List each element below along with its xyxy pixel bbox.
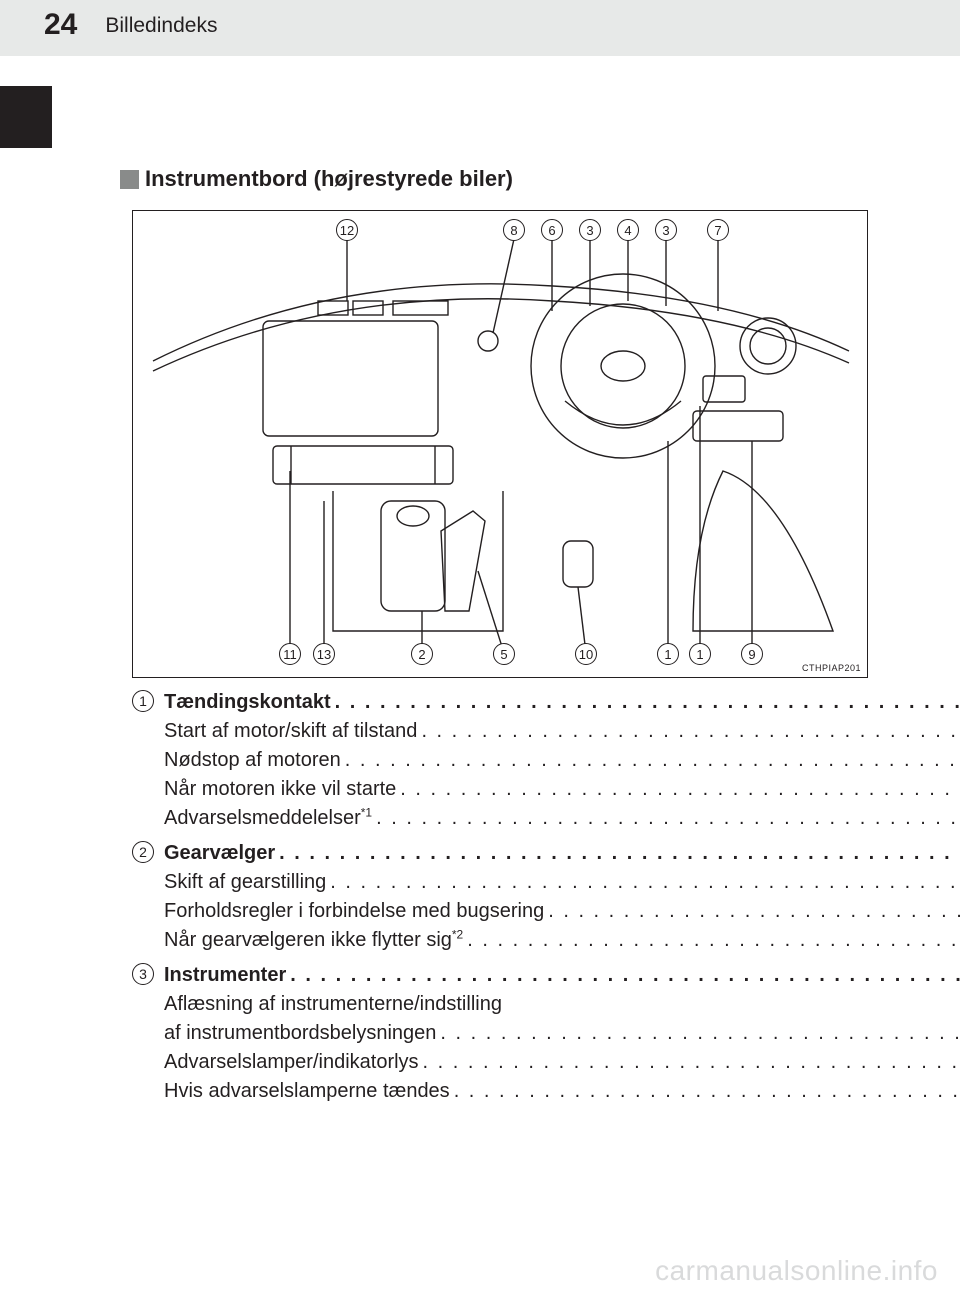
item-heading-row: TændingskontaktS. 209, 213 bbox=[164, 688, 960, 717]
item-line-label: Start af motor/skift af tilstand bbox=[164, 717, 417, 746]
item-line-label: Advarselsmeddelelser*1 bbox=[164, 804, 372, 833]
callout-circle: 5 bbox=[493, 643, 515, 665]
leader-dots bbox=[331, 688, 960, 717]
index-item: 3InstrumenterS. 98Aflæsning af instrumen… bbox=[132, 961, 868, 1106]
item-line-row: Når motoren ikke vil starteS. 592 bbox=[164, 775, 960, 804]
item-heading-label: Tændingskontakt bbox=[164, 688, 331, 717]
tab-marker bbox=[0, 86, 52, 148]
leader-dots bbox=[341, 746, 960, 775]
dashboard-svg bbox=[133, 211, 869, 679]
callout-circle: 7 bbox=[707, 219, 729, 241]
item-line-row: af instrumentbordsbelysningenS. 98 bbox=[164, 1019, 960, 1048]
item-line-label: Forholdsregler i forbindelse med bugseri… bbox=[164, 897, 544, 926]
square-bullet-icon bbox=[120, 170, 139, 189]
item-number-circle: 2 bbox=[132, 841, 154, 863]
item-line-label: Når gearvælgeren ikke flytter sig*2 bbox=[164, 926, 463, 955]
item-line-label: af instrumentbordsbelysningen bbox=[164, 1019, 436, 1048]
callout-circle: 12 bbox=[336, 219, 358, 241]
leader-dots bbox=[326, 868, 960, 897]
leader-dots bbox=[436, 1019, 960, 1048]
index-list: 1TændingskontaktS. 209, 213Start af moto… bbox=[132, 688, 868, 1106]
item-body: GearvælgerS. 223, 230Skift af gearstilli… bbox=[164, 839, 960, 955]
diagram-code: CTHPIAP201 bbox=[802, 663, 861, 673]
item-number-circle: 3 bbox=[132, 963, 154, 985]
item-line-row: Advarselslamper/indikatorlysS. 92 bbox=[164, 1048, 960, 1077]
callout-circle: 4 bbox=[617, 219, 639, 241]
item-line-label: Nødstop af motoren bbox=[164, 746, 341, 775]
superscript: *2 bbox=[452, 927, 463, 941]
leader-dots bbox=[463, 926, 960, 955]
section-heading: Instrumentbord (højrestyrede biler) bbox=[120, 166, 870, 192]
leader-dots bbox=[417, 717, 960, 746]
callout-circle: 9 bbox=[741, 643, 763, 665]
item-line-row: Nødstop af motorenS. 535 bbox=[164, 746, 960, 775]
leader-dots bbox=[372, 804, 960, 833]
item-line-row: Aflæsning af instrumenterne/indstilling bbox=[164, 990, 960, 1019]
leader-dots bbox=[450, 1077, 960, 1106]
item-line-row: Skift af gearstillingS. 223, 230 bbox=[164, 868, 960, 897]
callout-circle: 11 bbox=[279, 643, 301, 665]
item-line-label: Hvis advarselslamperne tændes bbox=[164, 1077, 450, 1106]
index-item: 2GearvælgerS. 223, 230Skift af gearstill… bbox=[132, 839, 868, 955]
item-line-row: Advarselsmeddelelser*1S. 557 bbox=[164, 804, 960, 833]
item-line-row: Hvis advarselslamperne tændesS. 545 bbox=[164, 1077, 960, 1106]
page-header: 24 Billedindeks bbox=[0, 0, 960, 56]
leader-dots bbox=[544, 897, 960, 926]
dashboard-diagram: CTHPIAP201 1286343711132510119 bbox=[132, 210, 868, 678]
header-title: Billedindeks bbox=[105, 8, 217, 38]
callout-circle: 2 bbox=[411, 643, 433, 665]
item-line-row: Start af motor/skift af tilstandS. 209, … bbox=[164, 717, 960, 746]
item-number-circle: 1 bbox=[132, 690, 154, 712]
item-line-label: Når motoren ikke vil starte bbox=[164, 775, 396, 804]
item-heading-row: GearvælgerS. 223, 230 bbox=[164, 839, 960, 868]
index-item: 1TændingskontaktS. 209, 213Start af moto… bbox=[132, 688, 868, 833]
item-line-label: Advarselslamper/indikatorlys bbox=[164, 1048, 419, 1077]
callout-circle: 8 bbox=[503, 219, 525, 241]
callout-circle: 1 bbox=[657, 643, 679, 665]
callout-circle: 10 bbox=[575, 643, 597, 665]
item-heading-label: Gearvælger bbox=[164, 839, 275, 868]
page-content: Instrumentbord (højrestyrede biler) bbox=[0, 56, 960, 1106]
item-heading-label: Instrumenter bbox=[164, 961, 286, 990]
page-number: 24 bbox=[44, 8, 77, 42]
item-body: InstrumenterS. 98Aflæsning af instrument… bbox=[164, 961, 960, 1106]
callout-circle: 13 bbox=[313, 643, 335, 665]
callout-circle: 3 bbox=[579, 219, 601, 241]
leader-dots bbox=[275, 839, 960, 868]
callout-circle: 6 bbox=[541, 219, 563, 241]
leader-dots bbox=[396, 775, 960, 804]
item-heading-row: InstrumenterS. 98 bbox=[164, 961, 960, 990]
leader-dots bbox=[286, 961, 960, 990]
watermark: carmanualsonline.info bbox=[655, 1255, 938, 1287]
item-body: TændingskontaktS. 209, 213Start af motor… bbox=[164, 688, 960, 833]
callout-circle: 1 bbox=[689, 643, 711, 665]
leader-dots bbox=[419, 1048, 960, 1077]
callout-circle: 3 bbox=[655, 219, 677, 241]
item-line-label: Skift af gearstilling bbox=[164, 868, 326, 897]
item-line-row: Når gearvælgeren ikke flytter sig*2S. 22… bbox=[164, 926, 960, 955]
superscript: *1 bbox=[361, 805, 372, 819]
section-title: Instrumentbord (højrestyrede biler) bbox=[145, 166, 513, 192]
item-line-row: Forholdsregler i forbindelse med bugseri… bbox=[164, 897, 960, 926]
item-line-label: Aflæsning af instrumenterne/indstilling bbox=[164, 990, 502, 1019]
